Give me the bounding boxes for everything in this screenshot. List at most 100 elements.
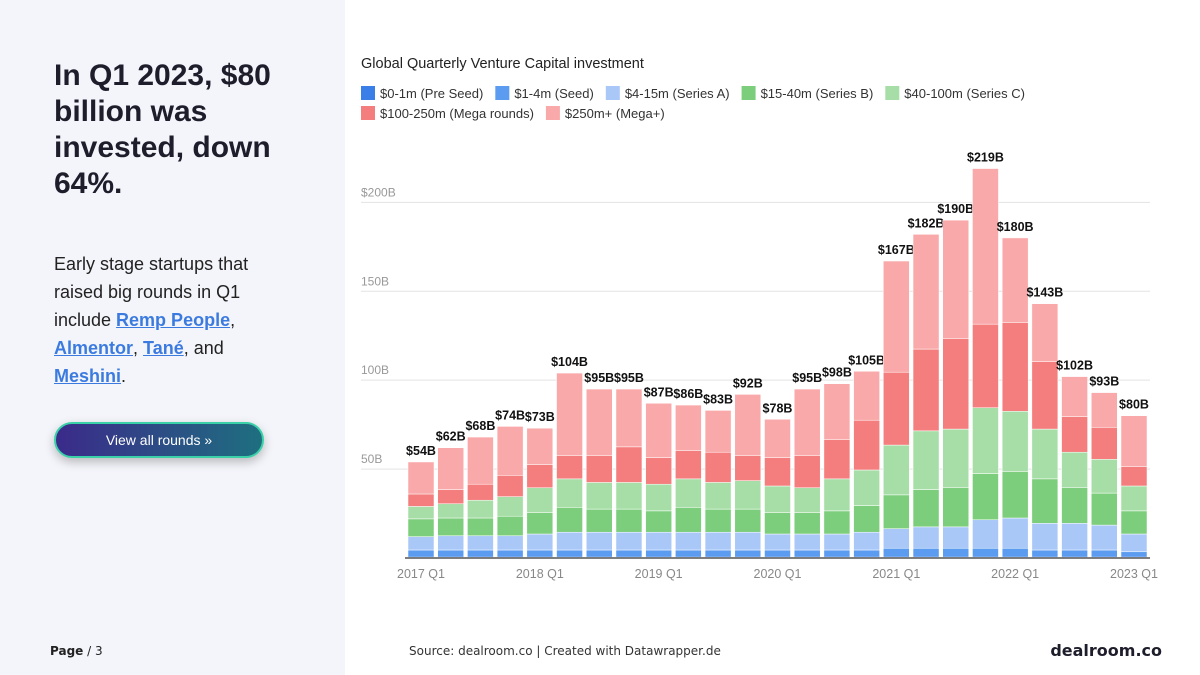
bar-segment <box>793 533 821 551</box>
text: Early stage startups that raised big rou… <box>54 254 249 330</box>
bar-segment <box>526 487 554 513</box>
bar-segment <box>1120 415 1148 467</box>
text: , <box>230 310 236 330</box>
bar-segment <box>1061 523 1088 551</box>
bar-segment <box>764 457 791 487</box>
bar-segment <box>556 507 583 533</box>
bar-segment <box>615 508 643 533</box>
bar-segment <box>1120 466 1148 487</box>
bar-segment <box>853 549 880 558</box>
bar-segment <box>823 383 851 440</box>
bar-segment <box>704 410 732 453</box>
text: , <box>133 338 144 358</box>
legend-swatch <box>545 106 560 120</box>
bar-segment <box>615 531 643 551</box>
bar-segment <box>437 489 464 505</box>
bar-segment <box>734 480 762 510</box>
bar-segment <box>407 506 435 520</box>
bar-segment <box>972 473 999 521</box>
total-label: $78B <box>763 401 793 415</box>
page-label: Page <box>50 644 84 658</box>
bar-segment <box>883 371 910 446</box>
bar-segment <box>526 427 554 465</box>
total-label: $62B <box>436 430 466 444</box>
bar-segment <box>645 483 672 512</box>
button[interactable]: View all rounds » <box>54 422 264 458</box>
chart-title: Global Quarterly Venture Capital investm… <box>361 56 644 72</box>
bar-segment <box>793 549 821 558</box>
bar-segment <box>734 549 762 558</box>
bar-segment <box>675 507 702 533</box>
link[interactable]: Meshini <box>54 366 122 386</box>
bar-segment <box>615 482 643 510</box>
bar-segment <box>942 526 969 549</box>
bar-segment <box>972 168 999 325</box>
link[interactable]: Remp People <box>116 310 231 330</box>
total-label: $95B <box>792 371 822 385</box>
source: Source: dealroom.co | Created with Dataw… <box>409 644 721 658</box>
x-tick-label: 2020 Q1 <box>754 567 802 581</box>
bar-segment <box>556 455 583 480</box>
bar-segment <box>734 455 762 481</box>
legend-label: $100-250m (Mega rounds) <box>380 106 534 121</box>
bar-segment <box>823 439 851 480</box>
bar-segment <box>1031 428 1059 480</box>
bar-segment <box>793 388 821 456</box>
bar-segment <box>675 404 702 451</box>
bar-segment <box>645 510 672 533</box>
bar-segment <box>437 503 464 519</box>
bar-segment <box>586 508 613 533</box>
total-label: $92B <box>733 376 763 390</box>
bar-segment <box>1091 459 1118 494</box>
bar-segment <box>437 549 464 558</box>
bar-segment <box>853 419 880 471</box>
bar-segment <box>942 487 969 528</box>
bar-segment <box>496 426 524 476</box>
bar-segment <box>586 388 613 456</box>
bar-segment <box>883 528 910 549</box>
legend-label: $4-15m (Series A) <box>625 86 730 101</box>
bar-segment <box>704 549 732 558</box>
bar-segment <box>912 234 940 350</box>
x-tick-label: 2022 Q1 <box>991 567 1039 581</box>
legend-swatch <box>741 86 756 100</box>
total-label: $87B <box>644 385 674 399</box>
bar-segment <box>853 469 880 506</box>
bar-segment <box>467 436 494 485</box>
bar-segment <box>1091 427 1118 460</box>
total-label: $80B <box>1119 398 1149 412</box>
total-label: $104B <box>551 355 588 369</box>
link[interactable]: Almentor <box>54 338 134 358</box>
bar-segment <box>526 464 554 489</box>
bar-segment <box>853 505 880 533</box>
bar-segment <box>586 531 613 551</box>
total-label: $83B <box>703 392 733 406</box>
bar-segment <box>1091 492 1118 526</box>
bar-segment <box>883 444 910 496</box>
bar-segment <box>704 531 732 551</box>
x-tick-label: 2017 Q1 <box>397 567 445 581</box>
total-label: $86B <box>673 387 703 401</box>
legend-swatch <box>361 86 375 100</box>
bar-segment <box>912 526 940 549</box>
bar-segment <box>764 549 791 558</box>
bar-segment <box>1031 478 1059 524</box>
bar-segment <box>1091 549 1118 558</box>
bar-segment <box>793 487 821 513</box>
bar-segment <box>1031 549 1059 558</box>
bar-segment <box>437 535 464 551</box>
bar-segment <box>1061 416 1088 453</box>
link[interactable]: Tané <box>143 338 184 358</box>
legend-label: $0-1m (Pre Seed) <box>380 86 483 101</box>
bar-segment <box>496 549 524 558</box>
bar-segment <box>467 499 494 519</box>
bar-segment <box>615 446 643 483</box>
side-panel: In Q1 2023, $80 billion was invested, do… <box>0 0 345 675</box>
logo: dealroom.co <box>1050 641 1162 660</box>
total-label: $98B <box>822 366 852 380</box>
legend-swatch <box>361 106 375 120</box>
bar-segment <box>1120 533 1148 553</box>
bar-segment <box>586 482 613 510</box>
bar-segment <box>1061 487 1088 524</box>
